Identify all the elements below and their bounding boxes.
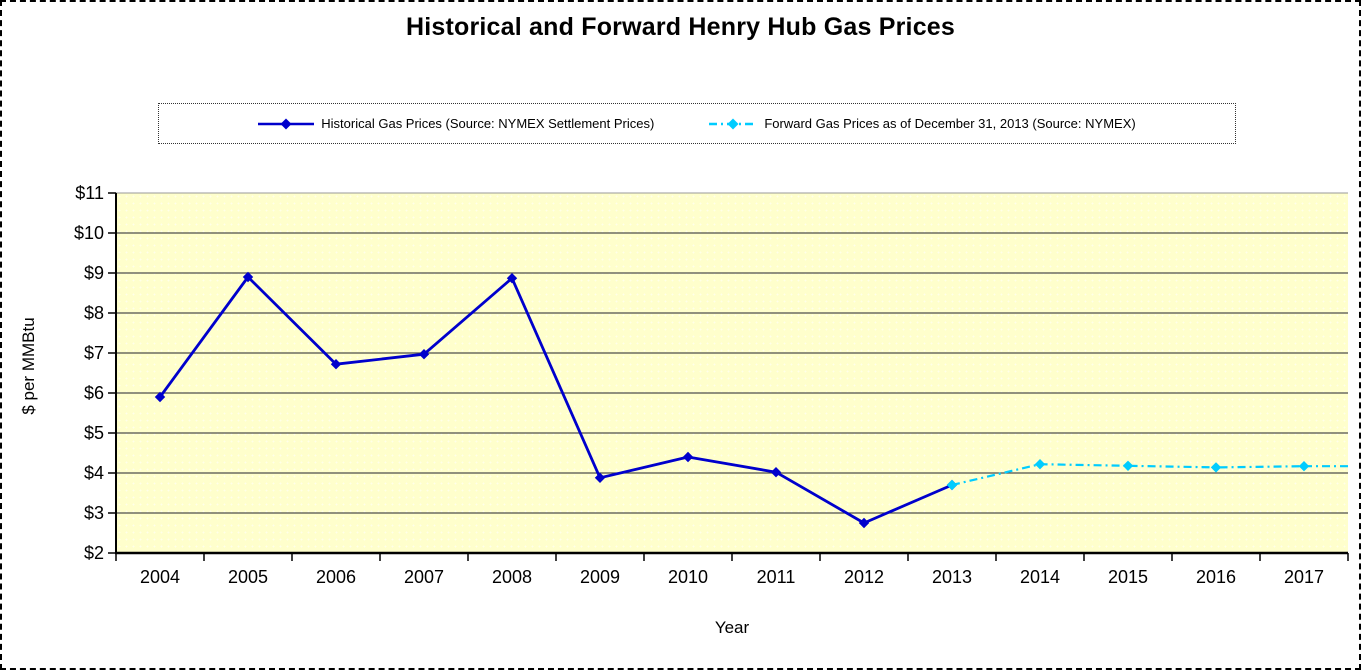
y-tick-label: $11	[75, 183, 104, 203]
x-tick-label: 2004	[140, 567, 180, 587]
forward-data-point	[1122, 460, 1134, 471]
y-tick-label: $3	[84, 503, 104, 523]
historical-data-point	[594, 472, 606, 483]
historical-data-point	[242, 271, 254, 283]
x-tick-label: 2013	[932, 567, 972, 587]
y-tick-label: $7	[84, 343, 104, 363]
forward-data-point	[1298, 461, 1310, 472]
x-axis-title: Year	[714, 618, 750, 637]
y-tick-label: $5	[84, 423, 104, 443]
historical-series-line	[158, 275, 953, 525]
historical-data-point	[506, 273, 518, 284]
historical-data-point	[418, 349, 430, 360]
legend-entry-historical: Historical Gas Prices (Source: NYMEX Set…	[258, 116, 654, 131]
y-tick-label: $4	[84, 463, 104, 483]
x-tick-label: 2014	[1020, 567, 1060, 587]
x-tick-label: 2017	[1284, 567, 1324, 587]
y-tick-label: $8	[84, 303, 104, 323]
historical-data-point	[770, 467, 782, 478]
x-tick-label: 2015	[1108, 567, 1148, 587]
forward-data-point	[1210, 462, 1222, 473]
diamond-marker-icon	[280, 118, 292, 129]
x-tick-label: 2011	[757, 567, 796, 587]
x-tick-label: 2007	[404, 567, 444, 587]
x-tick-label: 2012	[844, 567, 884, 587]
plot-area	[116, 193, 1348, 553]
x-tick-label: 2016	[1196, 567, 1236, 587]
y-tick-label: $2	[84, 543, 104, 563]
forward-series-line	[951, 463, 1305, 487]
legend-line-sample-historical	[258, 118, 315, 129]
y-axis-title: $ per MMBtu	[19, 317, 38, 415]
y-tick-label: $6	[84, 383, 104, 403]
diamond-marker-icon	[727, 118, 739, 129]
historical-data-point	[858, 517, 870, 529]
x-tick-label: 2006	[316, 567, 356, 587]
x-tick-label: 2010	[668, 567, 708, 587]
historical-data-point	[154, 391, 166, 403]
y-tick-label: $9	[84, 263, 104, 283]
y-tick-label: $10	[74, 223, 104, 243]
historical-data-point	[682, 451, 694, 463]
chart-title: Historical and Forward Henry Hub Gas Pri…	[405, 13, 956, 41]
x-tick-label: 2009	[580, 567, 620, 587]
forward-data-point	[946, 479, 958, 491]
x-tick-label: 2005	[228, 567, 268, 587]
legend-line-sample-forward	[709, 118, 758, 129]
forward-data-point	[1034, 459, 1046, 470]
legend-entry-forward: Forward Gas Prices as of December 31, 20…	[709, 116, 1136, 131]
legend-label-historical: Historical Gas Prices (Source: NYMEX Set…	[321, 116, 655, 131]
historical-data-point	[330, 359, 342, 370]
x-tick-label: 2008	[492, 567, 532, 587]
legend-label-forward: Forward Gas Prices as of December 31, 20…	[764, 116, 1136, 131]
legend: Historical Gas Prices (Source: NYMEX Set…	[158, 103, 1236, 144]
